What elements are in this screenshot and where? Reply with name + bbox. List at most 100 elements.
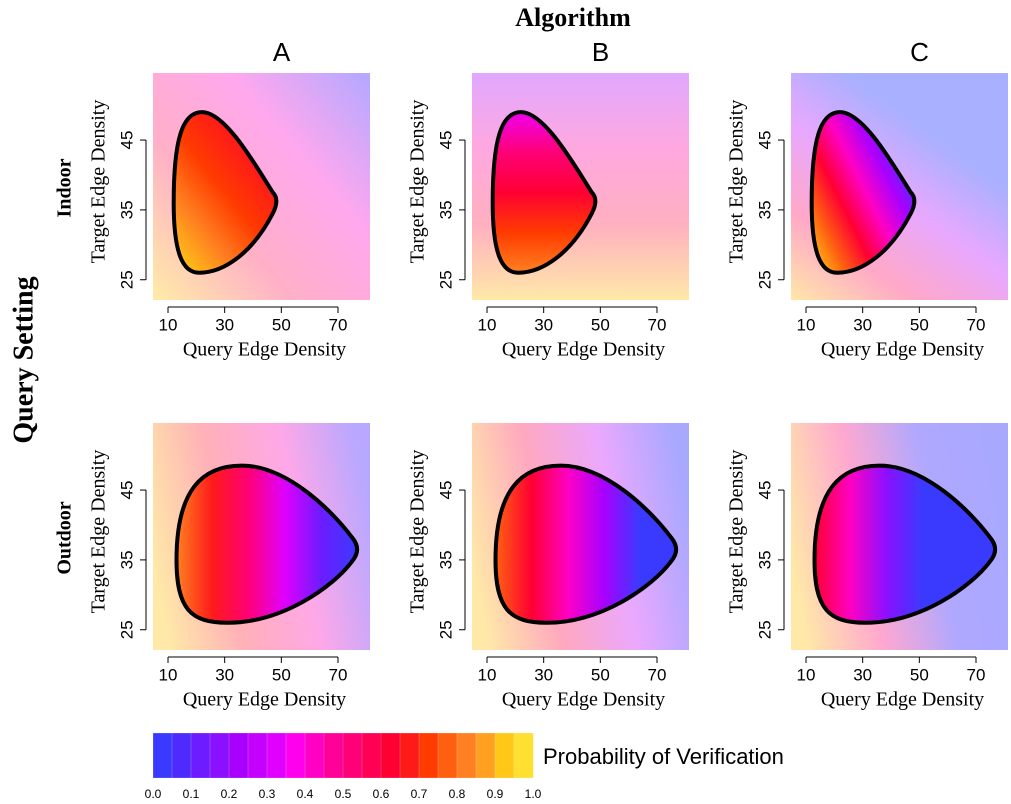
x-tick-label: 30 [215,665,234,684]
y-tick-label: 45 [117,131,136,150]
x-tick-label: 10 [478,315,497,334]
column-label: C [910,37,929,67]
y-tick-label: 35 [117,200,136,219]
y-tick-label: 25 [755,270,774,289]
figure-title: Algorithm [515,3,631,32]
colorbar-tick-label: 0.1 [183,787,200,801]
colorbar-tick-label: 0.7 [411,787,428,801]
y-tick-label: 25 [436,270,455,289]
colorbar-swatch [494,732,515,779]
x-tick-label: 30 [853,665,872,684]
region-fill [173,112,277,273]
region-fill [495,465,677,623]
colorbar-swatch [475,732,496,779]
y-axis-label: Target Edge Density [407,450,429,614]
colorbar-swatch [418,732,439,779]
x-tick-label: 30 [853,315,872,334]
x-tick-label: 30 [215,315,234,334]
region-outline [174,463,360,625]
column-label: B [592,37,609,67]
x-tick-label: 10 [478,665,497,684]
y-tick-label: 35 [755,550,774,569]
y-tick-label: 25 [117,620,136,639]
x-tick-label: 10 [797,665,816,684]
x-axis-label: Query Edge Density [502,339,665,361]
region-outline [171,110,279,275]
x-tick-label: 70 [648,315,667,334]
y-axis-label: Target Edge Density [88,100,110,264]
y-tick-label: 25 [117,270,136,289]
x-tick-label: 30 [534,315,553,334]
colorbar-tick-label: 0.5 [335,787,352,801]
x-tick-label: 70 [967,315,986,334]
colorbar-tick-label: 0.8 [449,787,466,801]
colorbar-tick-label: 0.3 [259,787,276,801]
x-axis-label: Query Edge Density [821,339,984,361]
colorbar-swatch [304,732,325,779]
x-tick-label: 30 [534,665,553,684]
y-axis-label: Target Edge Density [88,450,110,614]
x-tick-label: 50 [910,665,929,684]
x-tick-label: 50 [272,665,291,684]
x-tick-label: 70 [648,665,667,684]
y-tick-label: 25 [755,620,774,639]
y-tick-label: 45 [755,131,774,150]
y-tick-label: 45 [117,481,136,500]
x-axis-label: Query Edge Density [183,689,346,711]
y-tick-label: 45 [436,481,455,500]
colorbar-tick-label: 0.4 [297,787,314,801]
colorbar-tick-label: 0.2 [221,787,238,801]
colorbar-swatch [209,732,230,779]
region-outline [812,463,998,625]
region-fill [176,465,358,623]
colorbar-tick-label: 0.0 [145,787,162,801]
y-tick-label: 35 [436,200,455,219]
colorbar-tick-label: 1.0 [525,787,542,801]
y-tick-label: 35 [755,200,774,219]
y-axis-label: Target Edge Density [726,450,748,614]
y-tick-label: 45 [436,131,455,150]
row-title: Query Setting [8,276,39,443]
colorbar-swatch [228,732,249,779]
colorbar-swatch [323,732,344,779]
y-tick-label: 35 [436,550,455,569]
colorbar-swatch [171,732,192,779]
y-tick-label: 45 [755,481,774,500]
x-axis-label: Query Edge Density [183,339,346,361]
row-label: Outdoor [54,501,76,574]
colorbar-swatch [190,732,211,779]
region-fill [814,465,996,623]
colorbar-tick-label: 0.6 [373,787,390,801]
colorbar-swatch [266,732,287,779]
colorbar-swatch [399,732,420,779]
x-tick-label: 70 [967,665,986,684]
colorbar-swatch [247,732,268,779]
x-axis-label: Query Edge Density [502,689,665,711]
colorbar-swatch [152,732,173,779]
colorbar-swatch [361,732,382,779]
x-tick-label: 50 [591,665,610,684]
x-tick-label: 50 [591,315,610,334]
x-tick-label: 70 [329,665,348,684]
y-tick-label: 25 [436,620,455,639]
region-outline [809,110,917,275]
x-tick-label: 10 [797,315,816,334]
colorbar-swatch [342,732,363,779]
region-outline [490,110,598,275]
y-tick-label: 35 [117,550,136,569]
region-fill [492,112,596,273]
colorbar-swatch [437,732,458,779]
y-axis-label: Target Edge Density [407,100,429,264]
x-tick-label: 50 [910,315,929,334]
y-axis-label: Target Edge Density [726,100,748,264]
colorbar-label: Probability of Verification [543,744,784,769]
colorbar-swatch [285,732,306,779]
x-tick-label: 50 [272,315,291,334]
colorbar-swatch [456,732,477,779]
region-fill [811,112,915,273]
colorbar-swatch [380,732,401,779]
colorbar-tick-label: 0.9 [487,787,504,801]
x-tick-label: 10 [159,315,178,334]
column-label: A [273,37,291,67]
